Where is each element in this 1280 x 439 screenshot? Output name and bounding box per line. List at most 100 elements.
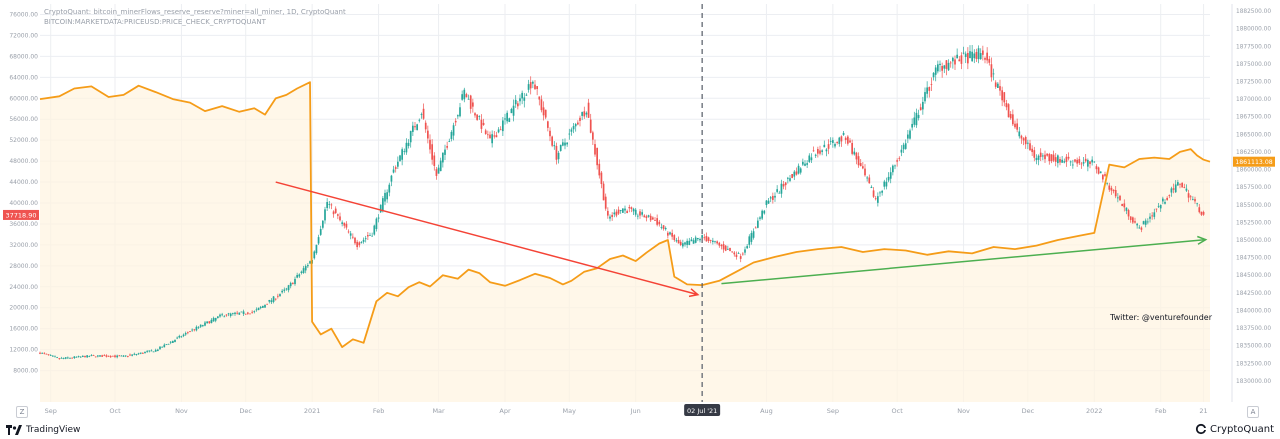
candle (990, 57, 993, 82)
candle-body (266, 303, 268, 305)
candle-body (832, 140, 834, 143)
candle (964, 51, 967, 64)
zoom-button[interactable]: Z (16, 406, 28, 418)
candle-body (358, 242, 361, 246)
right-y-axis[interactable]: 1830000.00 1832500.00 1835000.00 1837500.00… (1231, 4, 1275, 402)
candle (234, 311, 236, 316)
candle-body (364, 238, 367, 240)
candle (729, 247, 731, 252)
candle-body (739, 256, 742, 259)
candle (454, 118, 457, 126)
candle-body (840, 136, 843, 142)
candle (557, 150, 560, 164)
candle-body (894, 165, 896, 167)
candle-body (1044, 154, 1046, 160)
candle-body (1033, 150, 1036, 158)
candle-body (484, 130, 487, 134)
candle-body (298, 274, 301, 277)
candle-body (420, 114, 423, 115)
candle-body (257, 307, 260, 311)
candle-body (1029, 143, 1031, 151)
candle (958, 56, 961, 62)
candle-body (763, 210, 766, 214)
candle-body (534, 84, 536, 90)
auto-scale-button[interactable]: A (1247, 406, 1259, 418)
candle (255, 307, 258, 312)
candle-body (174, 339, 176, 342)
candle-body (349, 233, 352, 236)
candle-body (1087, 159, 1089, 167)
candle-body (1194, 199, 1196, 202)
candle (733, 251, 736, 257)
candle-body (1022, 138, 1025, 141)
candle-body (746, 246, 748, 249)
candle (508, 117, 511, 123)
candle-body (131, 354, 133, 356)
candle (517, 101, 519, 110)
candle (420, 112, 423, 119)
candle-body (712, 240, 714, 242)
candle-body (1192, 199, 1194, 200)
candle (159, 346, 161, 350)
candle-body (975, 51, 978, 59)
candle-body (427, 130, 429, 139)
candle-body (1151, 215, 1153, 217)
candle-body (652, 217, 654, 220)
cryptoquant-logo[interactable]: CryptoQuant (1195, 423, 1274, 435)
candle (896, 158, 898, 167)
candle-body (793, 171, 796, 177)
candle-body (92, 355, 95, 356)
candle (480, 114, 483, 133)
candle (137, 352, 140, 355)
candle-body (1076, 159, 1078, 164)
candle-body (922, 101, 924, 110)
candle-body (116, 355, 118, 358)
candle (1097, 166, 1100, 175)
candle (754, 226, 757, 229)
candle (467, 94, 470, 100)
candle-body (675, 240, 678, 242)
x-axis[interactable]: Sep Oct Nov Dec 2021 Feb Mar Apr May Jun Aug Sep Oct… (45, 407, 1208, 415)
candle-body (827, 144, 830, 149)
candle-body (1054, 157, 1057, 162)
candle (1181, 182, 1183, 188)
candle-body (103, 355, 106, 357)
candle-body (347, 231, 350, 233)
candle-body (724, 245, 727, 251)
candle-body (928, 87, 931, 91)
candle-body (641, 212, 643, 215)
candle-body (1129, 216, 1132, 220)
candle (1110, 185, 1113, 195)
candle (146, 349, 148, 353)
candle-body (262, 305, 264, 308)
crosshair-label-box (684, 404, 721, 416)
candle (39, 351, 41, 355)
candle-body (669, 232, 671, 235)
candle-body (701, 235, 703, 238)
candle-body (309, 261, 311, 264)
candle (780, 179, 783, 198)
candle (116, 354, 118, 359)
candle-body (750, 233, 753, 242)
candle-body (727, 248, 729, 250)
tradingview-logo[interactable]: TradingView (6, 425, 80, 435)
candle (872, 187, 875, 199)
right-axis-tick-label: 1842500.00 (1236, 291, 1271, 297)
candle-body (699, 239, 701, 241)
candle-body (1027, 142, 1029, 144)
candle (536, 85, 538, 96)
candle-body (232, 312, 234, 314)
candle-body (645, 216, 648, 219)
right-axis-tick-label: 1865000.00 (1236, 132, 1271, 138)
candle-body (409, 130, 412, 143)
candle (742, 252, 744, 256)
x-axis-tick-label: Aug (760, 407, 773, 415)
candle (1082, 156, 1085, 167)
candle-body (289, 282, 292, 287)
candle-body (52, 355, 54, 357)
left-y-axis[interactable]: 8000.00 12000.00 16000.00 20000.00 24000.00 2… (3, 11, 39, 375)
candle-body (294, 278, 296, 285)
candle-body (463, 89, 466, 100)
candle (266, 303, 268, 305)
